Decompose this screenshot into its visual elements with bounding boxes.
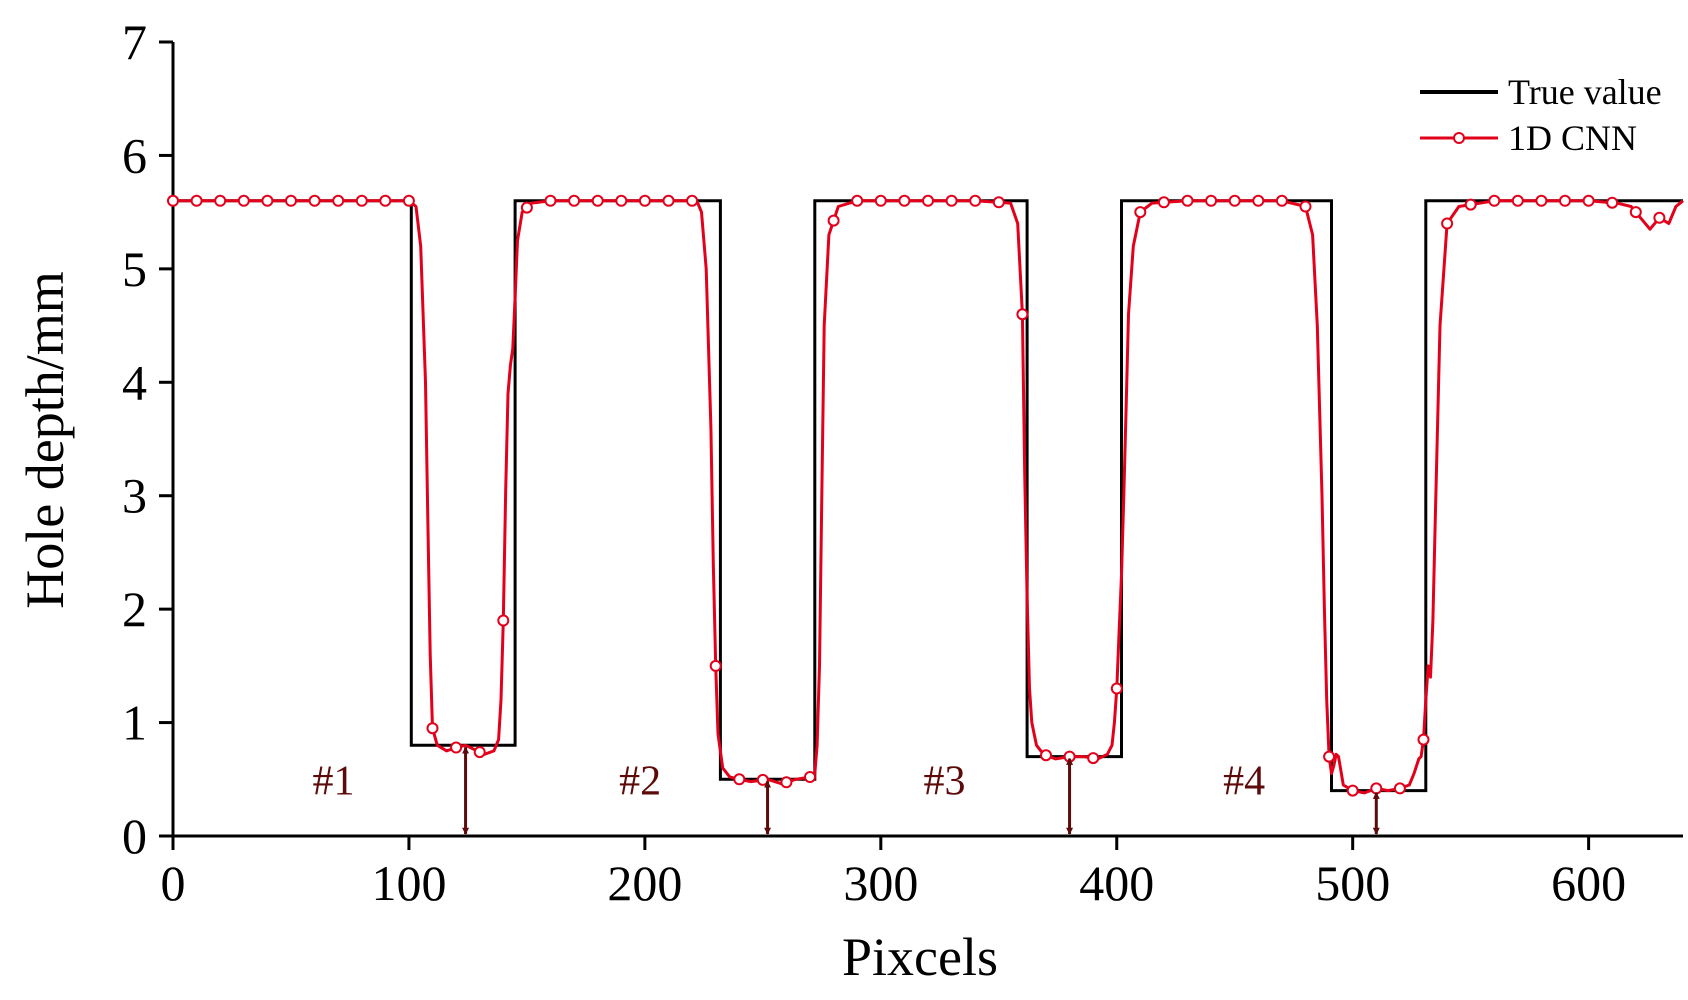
series-point-1d-cnn — [1016, 308, 1029, 321]
series-point-1d-cnn — [1535, 194, 1548, 207]
legend-marker-1d-cnn — [1453, 132, 1465, 144]
annotation-layer: #1 #2 #3 #4 — [312, 746, 1380, 835]
series-point-1d-cnn — [780, 776, 793, 789]
series-point-1d-cnn — [1205, 194, 1218, 207]
series-point-1d-cnn — [1370, 782, 1383, 795]
axes: 0 100 200 300 400 500 600 0 1 2 3 4 5 6 7 — [122, 14, 1683, 911]
series-point-1d-cnn — [1346, 784, 1359, 797]
series-point-1d-cnn — [1110, 682, 1123, 695]
series-point-1d-cnn — [1582, 194, 1595, 207]
annotation-label: #3 — [924, 758, 966, 804]
series-point-1d-cnn — [898, 194, 911, 207]
series-point-1d-cnn — [355, 194, 368, 207]
series-point-1d-cnn — [426, 722, 439, 735]
series-point-1d-cnn — [922, 194, 934, 207]
x-tick-label: 500 — [1315, 855, 1390, 911]
y-tick-label: 4 — [122, 354, 147, 410]
series-point-1d-cnn — [1087, 752, 1100, 765]
series-point-1d-cnn — [285, 194, 297, 207]
legend-label-1d-cnn: 1D CNN — [1508, 118, 1637, 158]
x-tick-label: 0 — [161, 855, 186, 911]
series-point-1d-cnn — [992, 196, 1005, 209]
series-point-1d-cnn — [190, 194, 203, 207]
series-point-1d-cnn — [1606, 196, 1619, 209]
series-point-1d-cnn — [1134, 206, 1147, 219]
series-point-1d-cnn — [520, 201, 533, 214]
series-point-1d-cnn — [1393, 782, 1406, 795]
series-point-1d-cnn — [1252, 194, 1265, 207]
series-point-1d-cnn — [733, 773, 746, 786]
series-point-1d-cnn — [1464, 198, 1477, 211]
series-point-1d-cnn — [332, 194, 345, 207]
series-point-1d-cnn — [638, 194, 651, 207]
series-point-1d-cnn — [1181, 194, 1194, 207]
series-point-1d-cnn — [167, 194, 179, 207]
series-point-1d-cnn — [214, 194, 227, 207]
series-point-1d-cnn — [969, 194, 982, 207]
series-point-1d-cnn — [709, 659, 722, 672]
series-point-1d-cnn — [473, 746, 486, 759]
annotation-label: #2 — [619, 758, 661, 804]
x-tick-label: 400 — [1079, 855, 1154, 911]
series-point-1d-cnn — [1511, 194, 1524, 207]
legend-label-true-value: True value — [1508, 72, 1662, 112]
series-point-1d-cnn — [1157, 196, 1170, 209]
series-point-1d-cnn — [804, 771, 816, 783]
y-axis-title: Hole depth/mm — [15, 271, 75, 608]
series-point-1d-cnn — [379, 194, 392, 207]
series-point-1d-cnn — [1629, 206, 1642, 219]
series-point-1d-cnn — [945, 194, 958, 207]
x-axis-title: Pixcels — [842, 927, 998, 987]
series-point-1d-cnn — [686, 194, 699, 207]
y-tick-label: 5 — [122, 241, 147, 297]
series-point-1d-cnn — [615, 194, 628, 207]
legend: True value 1D CNN — [1420, 72, 1662, 158]
series-point-1d-cnn — [450, 741, 463, 754]
y-tick-label: 3 — [122, 468, 147, 524]
series-point-1d-cnn — [1275, 194, 1288, 207]
series-point-1d-cnn — [1653, 211, 1666, 224]
series-point-1d-cnn — [1323, 750, 1336, 763]
series-layer — [167, 194, 1684, 797]
x-tick-label: 100 — [371, 855, 446, 911]
series-point-1d-cnn — [591, 194, 604, 207]
annotation-label: #1 — [312, 758, 354, 804]
series-point-1d-cnn — [237, 194, 250, 207]
series-point-1d-cnn — [827, 214, 840, 227]
y-tick-label: 2 — [122, 581, 147, 637]
series-point-1d-cnn — [662, 194, 675, 207]
x-tick-label: 200 — [607, 855, 682, 911]
series-point-1d-cnn — [1417, 733, 1430, 746]
series-point-1d-cnn — [1488, 194, 1501, 207]
series-point-1d-cnn — [1299, 200, 1312, 213]
series-point-1d-cnn — [308, 194, 321, 207]
series-line-1d-cnn — [173, 199, 1684, 795]
y-tick-label: 6 — [122, 127, 147, 183]
x-tick-label: 600 — [1551, 855, 1626, 911]
annotation-label: #4 — [1223, 758, 1265, 804]
x-tick-label: 300 — [843, 855, 918, 911]
series-point-1d-cnn — [497, 614, 510, 627]
series-point-1d-cnn — [1040, 749, 1052, 762]
series-point-1d-cnn — [568, 194, 581, 207]
y-tick-label: 1 — [122, 695, 147, 751]
series-point-1d-cnn — [402, 194, 415, 207]
y-tick-label: 7 — [122, 14, 147, 70]
series-point-1d-cnn — [851, 194, 864, 207]
series-line-true-value — [173, 199, 1683, 793]
series-point-1d-cnn — [544, 194, 557, 207]
y-tick-label: 0 — [122, 808, 147, 864]
series-point-1d-cnn — [874, 194, 887, 207]
series-point-1d-cnn — [261, 194, 274, 207]
series-point-1d-cnn — [1441, 217, 1454, 230]
series-point-1d-cnn — [1559, 194, 1571, 207]
series-point-1d-cnn — [1228, 194, 1241, 207]
